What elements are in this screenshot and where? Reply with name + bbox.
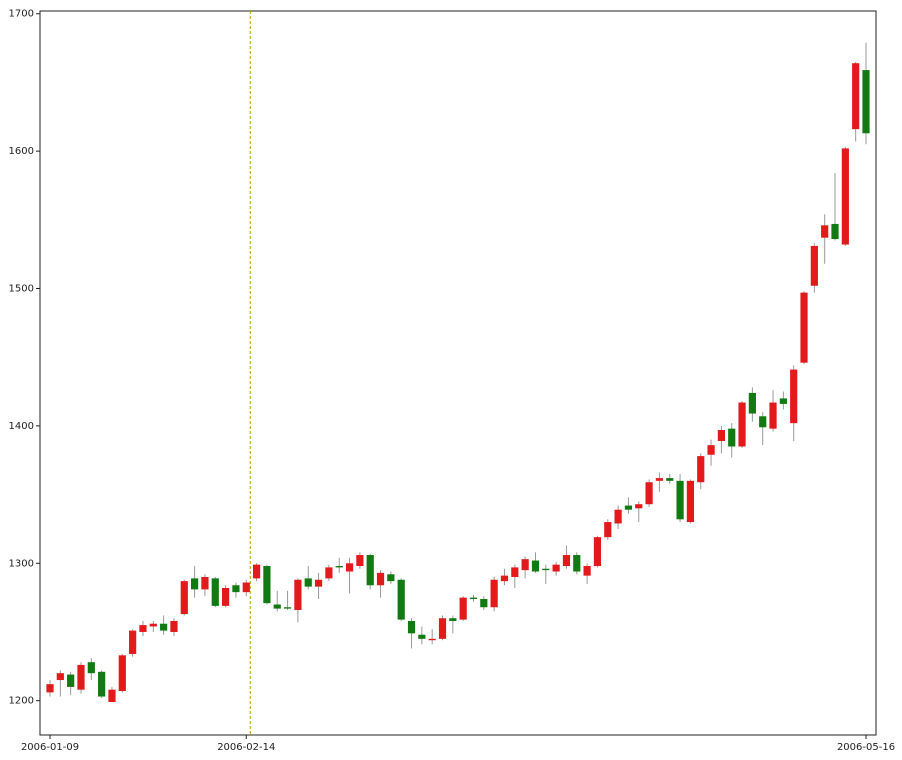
candle-body (118, 655, 126, 692)
candle-body (500, 575, 509, 582)
candle-body (449, 618, 457, 621)
y-tick-label: 1400 (9, 421, 34, 432)
candle-body (160, 623, 168, 631)
candle-body (366, 555, 374, 586)
candle-body (211, 578, 219, 606)
candle-body (583, 566, 591, 576)
candle-body (511, 567, 519, 578)
candle-body (232, 585, 240, 593)
y-tick-label: 1600 (9, 146, 34, 157)
y-tick-label: 1200 (9, 696, 34, 707)
candle-body (697, 456, 705, 483)
candle-body (252, 564, 261, 579)
candle-body (304, 578, 312, 587)
candle-body (325, 567, 333, 579)
candle-body (769, 402, 777, 429)
candle-body (645, 482, 653, 505)
candle-body (593, 537, 602, 567)
candle-body (821, 225, 829, 238)
candle-body (531, 560, 540, 572)
candle-body (46, 684, 54, 693)
candle-body (728, 428, 736, 447)
candle-body (191, 578, 199, 590)
candle-body (573, 555, 581, 572)
candle-body (562, 555, 571, 567)
candle-body (614, 509, 622, 524)
candle-body (841, 148, 849, 245)
x-tick-label: 2006-02-14 (217, 742, 275, 753)
candle-body (604, 522, 612, 538)
candle-body (862, 70, 870, 134)
candle-body (201, 577, 209, 590)
candle-body (314, 579, 323, 587)
candle-body (748, 392, 756, 414)
candle-body (356, 555, 364, 567)
candle-body (480, 598, 488, 608)
candle-body (376, 572, 385, 586)
candle-body (407, 620, 416, 634)
candle-body (521, 559, 529, 571)
candle-body (98, 671, 106, 697)
candle-body (345, 563, 354, 572)
y-tick-label: 1500 (9, 284, 34, 295)
plot-frame (39, 10, 877, 736)
candle-body (552, 564, 560, 572)
candle-body (149, 623, 157, 627)
candle-body (67, 674, 75, 687)
candle-body (852, 63, 860, 130)
candle-body (635, 504, 643, 509)
candle-body (283, 607, 292, 609)
candle-body (459, 597, 467, 620)
candle-body (831, 223, 839, 240)
candle-body (263, 566, 271, 604)
candle-body (139, 625, 147, 632)
candle-body (77, 664, 85, 690)
candle-body (242, 582, 250, 593)
candle-body (180, 581, 188, 615)
candle-body (335, 566, 343, 568)
candle-body (800, 292, 808, 363)
candle-body (666, 478, 674, 481)
candle-body (790, 369, 798, 424)
candle-body (129, 630, 137, 654)
candle-body (738, 402, 746, 447)
y-tick-label: 1300 (9, 558, 34, 569)
candle-body (108, 689, 116, 703)
candle-body (655, 478, 664, 481)
x-tick-label: 2006-05-16 (837, 742, 895, 753)
candle-body (438, 618, 447, 639)
candle-body (707, 445, 715, 455)
candle-body (418, 634, 426, 639)
candle-body (397, 579, 405, 620)
candle-body (686, 480, 695, 523)
candle-body (759, 416, 767, 428)
candle-body (170, 620, 178, 632)
candle-body (810, 245, 818, 286)
x-tick-label: 2006-01-09 (21, 742, 79, 753)
candle-body (490, 579, 498, 608)
candle-body (221, 588, 230, 606)
candle-body (387, 574, 395, 582)
candle-body (542, 568, 550, 571)
candle-body (717, 430, 725, 442)
candle-body (294, 579, 302, 610)
candle-body (273, 604, 281, 609)
candle-body (469, 597, 478, 599)
candle-body (676, 480, 684, 520)
candle-body (624, 505, 633, 510)
candle-body (428, 638, 436, 641)
y-tick-label: 1700 (9, 9, 34, 20)
candle-body (87, 662, 95, 674)
candle-body (779, 398, 787, 404)
candle-body (56, 673, 64, 681)
